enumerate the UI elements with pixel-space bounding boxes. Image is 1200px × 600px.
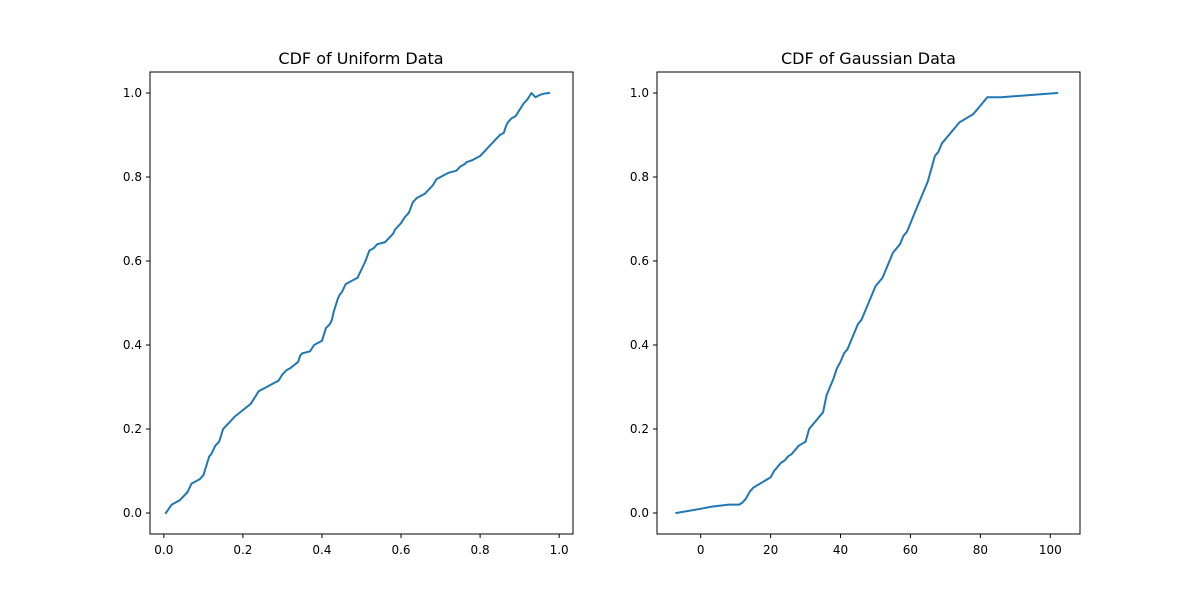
x-tick-label: 40 [833, 543, 848, 557]
y-tick-label: 0.2 [123, 422, 142, 436]
x-tick-label: 0.2 [233, 543, 252, 557]
gaussian-cdf-marks: 0 20 40 60 80 100 0.0 0.2 0.4 0.6 0.8 1.0 [630, 86, 1062, 557]
gaussian-cdf-panel: CDF of Gaussian Data 0 20 40 60 80 1000.00.20… [630, 49, 1081, 557]
x-tick-label: 80 [973, 543, 988, 557]
y-tick-label: 0.6 [630, 254, 649, 268]
cdf-line [675, 92, 1059, 514]
y-tick-label: 0.6 [123, 254, 142, 268]
x-tick-label: 0.6 [391, 543, 410, 557]
chart-title: CDF of Gaussian Data [781, 49, 956, 68]
axes-frame [656, 71, 1081, 535]
y-tick-label: 0.0 [123, 506, 142, 520]
x-tick-label: 0 [697, 543, 705, 557]
y-tick-label: 0.4 [630, 338, 649, 352]
y-tick-label: 0.4 [123, 338, 142, 352]
x-tick-label: 20 [763, 543, 778, 557]
y-tick-label: 1.0 [123, 86, 142, 100]
x-tick-label: 0.8 [471, 543, 490, 557]
x-tick-label: 100 [1039, 543, 1062, 557]
y-tick-label: 0.8 [630, 170, 649, 184]
x-tick-label: 0.4 [312, 543, 331, 557]
axes-frame [149, 71, 574, 535]
cdf-line [164, 92, 551, 514]
chart-title: CDF of Uniform Data [278, 49, 443, 68]
y-tick-label: 0.8 [123, 170, 142, 184]
x-tick-label: 1.0 [550, 543, 569, 557]
y-tick-label: 0.0 [630, 506, 649, 520]
y-tick-label: 0.2 [630, 422, 649, 436]
x-tick-label: 0.0 [154, 543, 173, 557]
uniform-cdf-panel: CDF of Uniform Data 0.0 0.2 0.4 0.6 0.8 1.00.… [123, 49, 574, 557]
x-tick-label: 60 [903, 543, 918, 557]
uniform-cdf-marks: 0.0 0.2 0.4 0.6 0.8 1.0 0.0 0.2 0.4 0.6 0.8 1.0 [123, 86, 569, 557]
y-tick-label: 1.0 [630, 86, 649, 100]
